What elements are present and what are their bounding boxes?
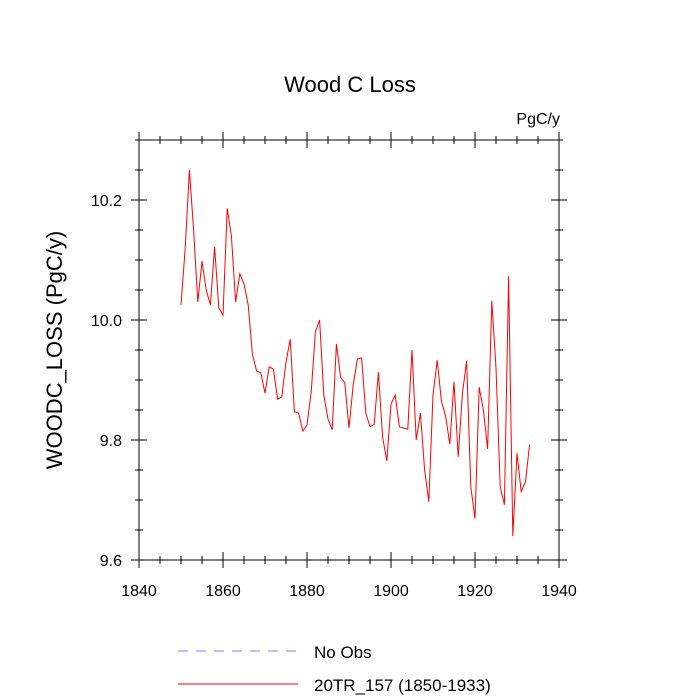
axis-tick-labels: 1840 1860 1880 1900 1920 1940 9.6 9.8 10.0 10.2 xyxy=(91,193,577,600)
x-tick-label: 1840 xyxy=(121,583,157,600)
y-axis-label: WOODC_LOSS (PgC/y) xyxy=(42,231,67,469)
legend: No Obs 20TR_157 (1850-1933) xyxy=(178,643,491,695)
y-tick-label: 9.8 xyxy=(100,433,122,450)
x-tick-label: 1940 xyxy=(541,583,577,600)
units-label: PgC/y xyxy=(516,111,560,128)
axis-ticks xyxy=(131,132,567,568)
x-tick-label: 1880 xyxy=(289,583,325,600)
x-tick-label: 1860 xyxy=(205,583,241,600)
x-tick-label: 1920 xyxy=(457,583,493,600)
y-tick-label: 10.2 xyxy=(91,193,122,210)
legend-label-no-obs: No Obs xyxy=(314,643,372,662)
legend-label-20tr-157: 20TR_157 (1850-1933) xyxy=(314,676,491,695)
y-tick-label: 9.6 xyxy=(100,553,122,570)
data-series xyxy=(180,169,531,537)
chart-title: Wood C Loss xyxy=(284,72,416,97)
plot-frame xyxy=(138,139,560,561)
series-line-20tr-157 xyxy=(180,169,531,537)
x-tick-label: 1900 xyxy=(373,583,409,600)
y-tick-label: 10.0 xyxy=(91,313,122,330)
